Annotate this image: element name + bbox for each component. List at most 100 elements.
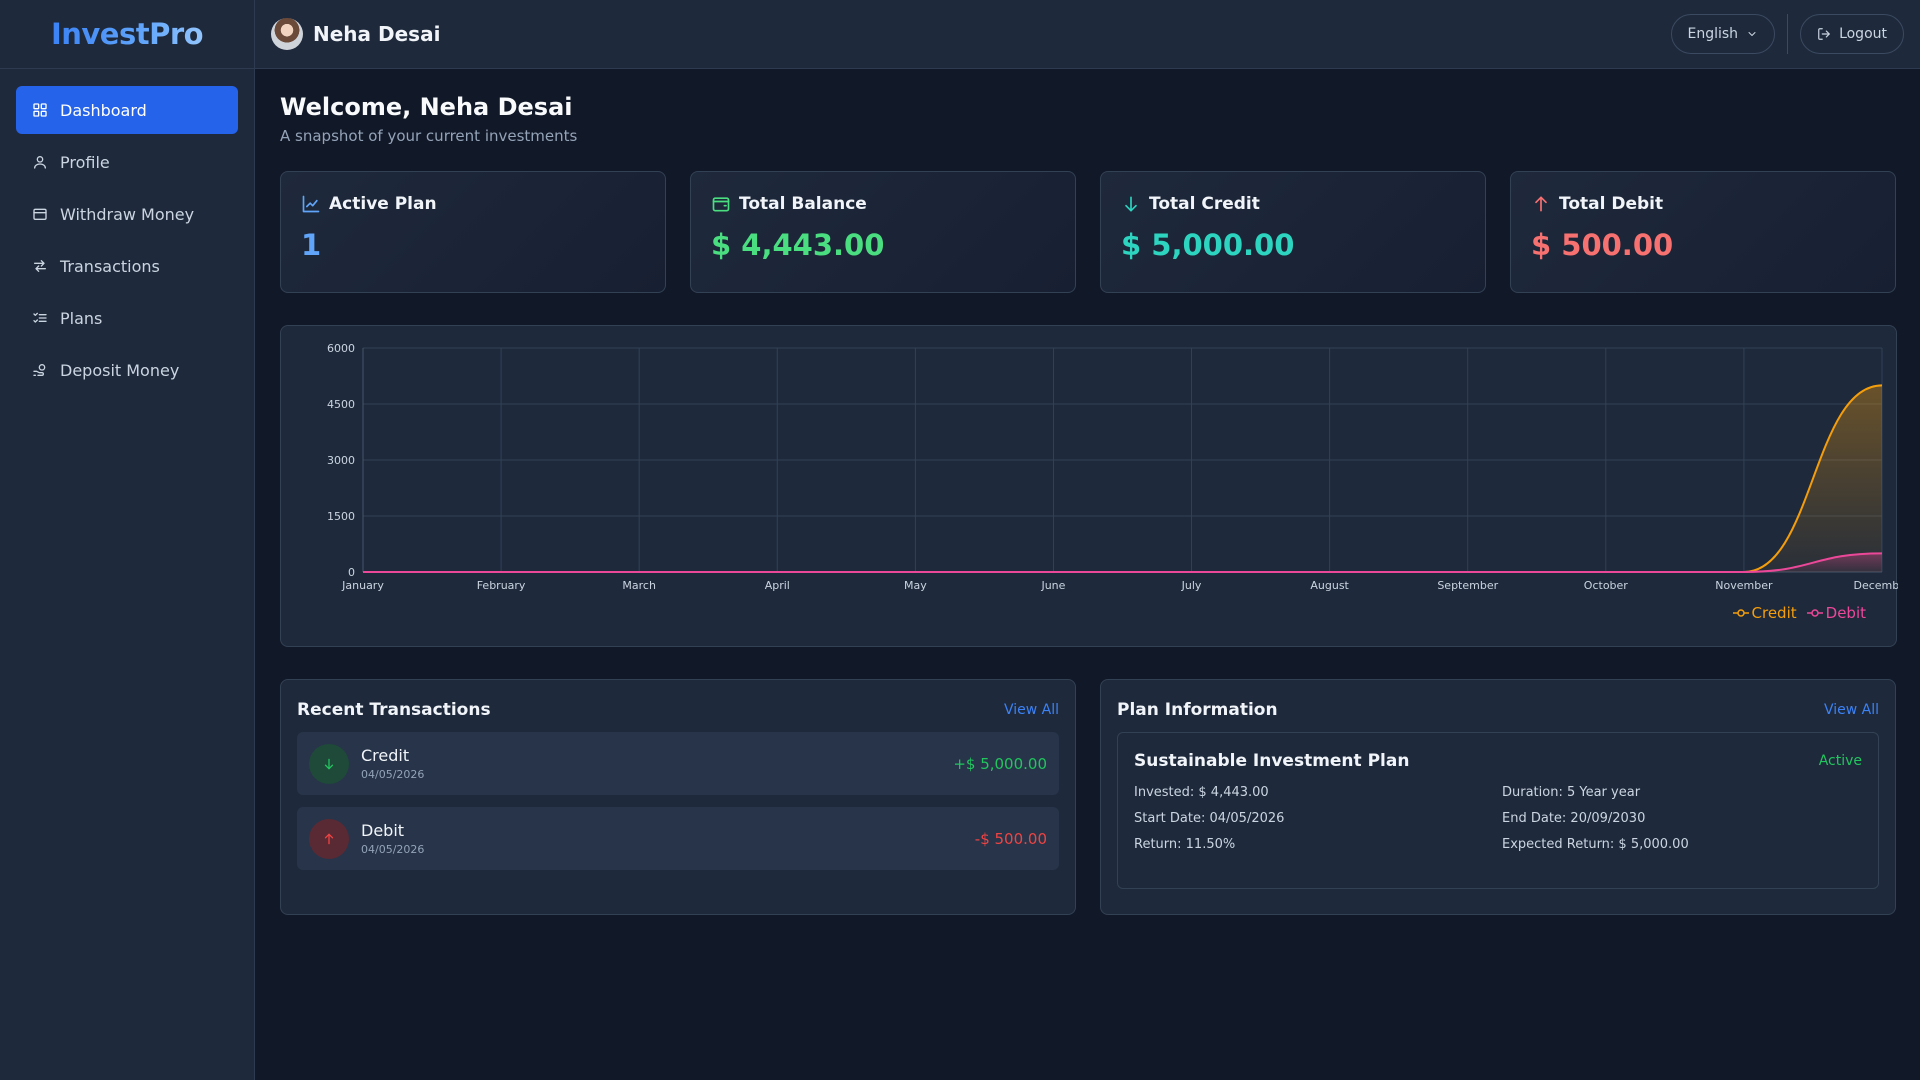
sidebar-item-label: Transactions [60, 256, 160, 276]
panel-title: Recent Transactions [297, 700, 491, 720]
x-tick-label: November [1715, 579, 1773, 592]
sidebar-item-plans[interactable]: Plans [16, 294, 238, 342]
stat-card-active-plan: Active Plan 1 [280, 171, 666, 293]
sidebar-item-withdraw-money[interactable]: Withdraw Money [16, 190, 238, 238]
main-content: Welcome, Neha Desai A snapshot of your c… [280, 69, 1898, 915]
series-line-debit [362, 552, 1883, 573]
stat-value: $ 5,000.00 [1121, 228, 1295, 262]
x-tick-label: April [765, 579, 790, 592]
header-divider [1787, 14, 1789, 54]
sidebar: InvestPro Dashboard Profile Withdraw Mon… [0, 0, 255, 1080]
deposit-icon [32, 362, 48, 378]
y-tick-label: 0 [348, 566, 355, 579]
series-line-credit [362, 384, 1883, 573]
language-label: English [1687, 26, 1739, 42]
transaction-type: Credit [361, 746, 410, 765]
grid-icon [32, 102, 48, 118]
sidebar-item-profile[interactable]: Profile [16, 138, 238, 186]
stat-value: $ 4,443.00 [711, 228, 885, 262]
status-badge: Active [1818, 753, 1862, 769]
x-tick-label: June [1040, 579, 1065, 592]
arrow-down-icon [322, 757, 336, 771]
legend-item-credit[interactable]: Credit [1732, 604, 1797, 622]
panel-title: Plan Information [1117, 700, 1278, 720]
stat-label: Total Debit [1559, 194, 1664, 214]
series-area-debit [363, 553, 1882, 572]
avatar[interactable] [271, 18, 303, 50]
y-tick-label: 6000 [327, 342, 355, 355]
header-actions: English Logout [1670, 14, 1904, 54]
transaction-date: 04/05/2026 [361, 843, 425, 856]
sidebar-item-label: Deposit Money [60, 360, 180, 380]
sidebar-item-deposit-money[interactable]: Deposit Money [16, 346, 238, 394]
language-select[interactable]: English [1670, 14, 1776, 54]
view-all-plans-link[interactable]: View All [1823, 702, 1879, 718]
top-header: Neha Desai English Logout [255, 0, 1920, 69]
view-all-transactions-link[interactable]: View All [1003, 702, 1059, 718]
wallet-icon [32, 206, 48, 222]
transaction-type: Debit [361, 821, 405, 840]
sidebar-nav: Dashboard Profile Withdraw Money Transac… [0, 69, 254, 415]
transaction-row[interactable]: Debit 04/05/2026 -$ 500.00 [297, 807, 1059, 870]
sidebar-item-dashboard[interactable]: Dashboard [16, 86, 238, 134]
plan-information-panel: Plan Information View All Sustainable In… [1100, 679, 1896, 915]
arrow-up-icon [1531, 194, 1551, 214]
recent-transactions-panel: Recent Transactions View All Credit 04/0… [280, 679, 1076, 915]
legend-marker [1806, 609, 1823, 617]
stat-label: Active Plan [329, 194, 437, 214]
stat-value: $ 500.00 [1531, 228, 1674, 262]
user-icon [32, 154, 48, 170]
stat-label: Total Balance [739, 194, 867, 214]
plan-card[interactable]: Sustainable Investment Plan Active Inves… [1117, 732, 1879, 889]
sidebar-item-label: Plans [60, 308, 103, 328]
list-check-icon [32, 310, 48, 326]
x-tick-label: August [1310, 579, 1349, 592]
y-tick-label: 1500 [327, 510, 355, 523]
x-tick-label: September [1437, 579, 1498, 592]
transaction-row[interactable]: Credit 04/05/2026 +$ 5,000.00 [297, 732, 1059, 795]
x-tick-label: July [1181, 579, 1202, 592]
sidebar-item-transactions[interactable]: Transactions [16, 242, 238, 290]
x-tick-label: January [341, 579, 384, 592]
legend-label: Credit [1751, 604, 1797, 622]
x-tick-label: February [477, 579, 526, 592]
arrow-up-icon [322, 832, 336, 846]
transactions-chart: 0 1500 3000 4500 6000 January February March Apr… [327, 342, 1898, 592]
transaction-amount: -$ 500.00 [974, 829, 1047, 848]
logout-icon [1817, 27, 1831, 41]
sidebar-item-label: Profile [60, 152, 110, 172]
plan-duration: Duration: 5 Year year [1502, 785, 1641, 800]
logout-button[interactable]: Logout [1800, 14, 1904, 54]
plan-end-date: End Date: 20/09/2030 [1502, 811, 1646, 826]
sidebar-item-label: Dashboard [60, 100, 147, 120]
page-subtitle: A snapshot of your current investments [280, 127, 578, 145]
logo-area: InvestPro [0, 0, 254, 69]
series-area-credit [363, 385, 1882, 572]
stat-value: 1 [301, 228, 322, 262]
legend-item-debit[interactable]: Debit [1806, 604, 1866, 622]
plan-start-date: Start Date: 04/05/2026 [1134, 811, 1285, 826]
arrows-swap-icon [32, 258, 48, 274]
stats-row: Active Plan 1 Total Balance $ 4,443.00 T… [280, 171, 1896, 293]
chevron-down-icon [1746, 28, 1758, 40]
stat-card-total-balance: Total Balance $ 4,443.00 [690, 171, 1076, 293]
transaction-amount: +$ 5,000.00 [953, 754, 1047, 773]
transaction-date: 04/05/2026 [361, 768, 425, 781]
chart-legend: Credit Debit [1732, 604, 1866, 622]
arrow-down-icon [1121, 194, 1141, 214]
sidebar-item-label: Withdraw Money [60, 204, 195, 224]
stat-card-total-debit: Total Debit $ 500.00 [1510, 171, 1896, 293]
plan-return: Return: 11.50% [1134, 837, 1236, 852]
legend-marker [1732, 609, 1749, 617]
stat-card-total-credit: Total Credit $ 5,000.00 [1100, 171, 1486, 293]
y-tick-label: 4500 [327, 398, 355, 411]
x-tick-label: December [1853, 579, 1898, 592]
y-tick-label: 3000 [327, 454, 355, 467]
legend-label: Debit [1825, 604, 1866, 622]
logout-label: Logout [1839, 26, 1887, 42]
stat-label: Total Credit [1149, 194, 1260, 214]
x-tick-label: October [1584, 579, 1628, 592]
chart-card: 0 1500 3000 4500 6000 January February March Apr… [280, 325, 1898, 647]
app-logo[interactable]: InvestPro [50, 17, 204, 51]
plan-name: Sustainable Investment Plan [1134, 751, 1410, 771]
